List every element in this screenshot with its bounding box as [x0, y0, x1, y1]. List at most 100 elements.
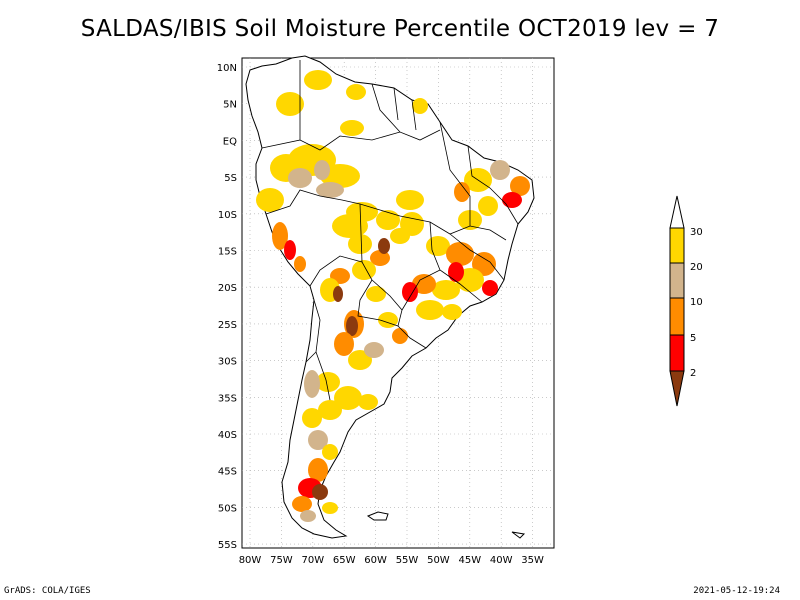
- colorbar-label: 5: [690, 333, 696, 344]
- lon-label: 40W: [490, 555, 513, 566]
- plot-title: SALDAS/IBIS Soil Moisture Percentile OCT…: [80, 16, 720, 42]
- percentile-patch: [472, 252, 496, 276]
- percentile-patch: [276, 92, 304, 116]
- percentile-patch: [294, 256, 306, 272]
- percentile-patch: [340, 120, 364, 136]
- percentile-patch: [284, 240, 296, 260]
- lat-label: 35S: [218, 393, 237, 404]
- percentile-patch: [366, 286, 386, 302]
- lat-label: 10S: [218, 210, 237, 221]
- percentile-patch: [416, 300, 444, 320]
- percentile-patch: [334, 332, 354, 356]
- colorbar: 30 20 10 5 2: [669, 195, 703, 407]
- lat-label: 50S: [218, 503, 237, 514]
- lat-label: 5N: [223, 100, 237, 111]
- lon-label: 35W: [521, 555, 544, 566]
- colorbar-label: 20: [690, 262, 703, 273]
- percentile-patch: [316, 372, 340, 392]
- country-borders: [261, 60, 519, 401]
- lon-label: 50W: [427, 555, 450, 566]
- percentile-patch: [390, 228, 410, 244]
- percentile-patch: [352, 260, 376, 280]
- lat-label: 25S: [218, 320, 237, 331]
- percentile-patch: [334, 386, 362, 410]
- percentile-patch: [376, 210, 400, 230]
- lon-label: 75W: [270, 555, 293, 566]
- colorbar-label: 2: [690, 368, 696, 379]
- percentile-patch: [448, 262, 464, 282]
- lat-label: 55S: [218, 540, 237, 551]
- lat-label: EQ: [223, 136, 237, 147]
- lat-label: 5S: [224, 173, 237, 184]
- lon-label: 60W: [364, 555, 387, 566]
- percentile-patch: [302, 408, 322, 428]
- percentile-patch: [402, 282, 418, 302]
- percentile-patch: [396, 190, 424, 210]
- percentile-patch: [358, 394, 378, 410]
- percentile-patch: [348, 234, 372, 254]
- percentile-patch: [288, 168, 312, 188]
- percentile-patch: [318, 400, 342, 420]
- percentile-patch: [314, 160, 330, 180]
- percentile-patch: [442, 304, 462, 320]
- colorbar-box: [669, 297, 685, 336]
- colorbar-arrow-top: [669, 195, 685, 229]
- percentile-patch: [316, 182, 344, 198]
- colorbar-box: [669, 262, 685, 299]
- percentile-patch: [478, 196, 498, 216]
- percentile-patch: [432, 280, 460, 300]
- longitude-labels: 80W 75W 70W 65W 60W 55W 50W 45W 40W 35W: [239, 555, 544, 566]
- latitude-labels: 10N 5N EQ 5S 10S 15S 20S 25S 30S 35S 40S 45S 50S 55S: [217, 63, 237, 551]
- percentile-patch: [412, 98, 428, 114]
- lon-label: 65W: [333, 555, 356, 566]
- percentile-patches: [256, 70, 530, 522]
- percentile-patch: [490, 160, 510, 180]
- percentile-patch: [322, 444, 338, 460]
- percentile-patch: [300, 510, 316, 522]
- percentile-patch: [446, 242, 474, 266]
- percentile-patch: [333, 286, 343, 302]
- lat-label: 45S: [218, 467, 237, 478]
- percentile-patch: [482, 280, 498, 296]
- south-georgia-island: [511, 531, 526, 539]
- percentile-patch: [322, 502, 338, 514]
- lat-label: 10N: [217, 63, 237, 74]
- percentile-patch: [412, 274, 436, 294]
- percentile-patch: [364, 342, 384, 358]
- percentile-patch: [332, 214, 368, 238]
- lat-label: 15S: [218, 247, 237, 258]
- percentile-patch: [370, 250, 390, 266]
- percentile-patch: [392, 328, 408, 344]
- percentile-patch: [292, 496, 312, 512]
- lon-label: 80W: [239, 555, 262, 566]
- lat-label: 20S: [218, 283, 237, 294]
- colorbar-label: 10: [690, 297, 703, 308]
- percentile-patch: [346, 316, 358, 336]
- percentile-patch: [272, 222, 288, 250]
- colorbar-label: 30: [690, 227, 703, 238]
- lon-label: 45W: [458, 555, 481, 566]
- lat-label: 30S: [218, 357, 237, 368]
- percentile-patch: [308, 430, 328, 450]
- percentile-patch: [308, 458, 328, 482]
- percentile-patch: [454, 182, 470, 202]
- colorbar-box: [669, 227, 685, 264]
- falkland-islands: [366, 511, 389, 521]
- percentile-patch: [510, 176, 530, 196]
- percentile-patch: [378, 238, 390, 254]
- lon-label: 70W: [301, 555, 324, 566]
- colorbar-arrow-bottom: [669, 370, 685, 407]
- lon-label: 55W: [396, 555, 419, 566]
- percentile-patch: [346, 84, 366, 100]
- percentile-patch: [502, 192, 522, 208]
- percentile-patch: [312, 484, 328, 500]
- percentile-patch: [348, 350, 372, 370]
- colorbar-box: [669, 334, 685, 372]
- percentile-patch: [256, 188, 284, 212]
- percentile-patch: [304, 370, 320, 398]
- percentile-patch: [304, 70, 332, 90]
- footer-credit: GrADS: COLA/IGES: [4, 586, 91, 596]
- lat-label: 40S: [218, 430, 237, 441]
- footer-timestamp: 2021-05-12-19:24: [693, 586, 780, 596]
